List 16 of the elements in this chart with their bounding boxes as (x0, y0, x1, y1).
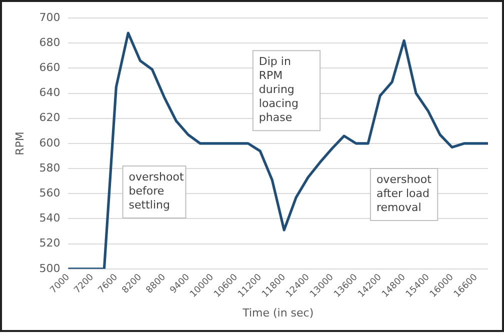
annotation: overshoot before settling (128, 170, 184, 212)
y-tick-label: 600 (39, 136, 60, 150)
y-tick-label: 680 (39, 36, 60, 49)
y-tick-label: 620 (39, 111, 60, 124)
annotation: Dip in RPM during loacing phase (258, 54, 299, 124)
y-tick-label: 520 (39, 236, 60, 250)
y-tick-label: 640 (39, 86, 60, 100)
y-axis-title: RPM (13, 132, 26, 156)
y-tick-label: 660 (39, 61, 60, 74)
y-tick-label: 700 (39, 10, 60, 24)
y-tick-label: 540 (39, 212, 60, 225)
x-axis-title: Time (in sec) (242, 306, 314, 320)
annotation: overshoot after load removal (376, 172, 432, 214)
y-tick-label: 500 (39, 262, 60, 275)
y-tick-label: 580 (39, 161, 60, 174)
y-tick-label: 560 (39, 186, 60, 200)
